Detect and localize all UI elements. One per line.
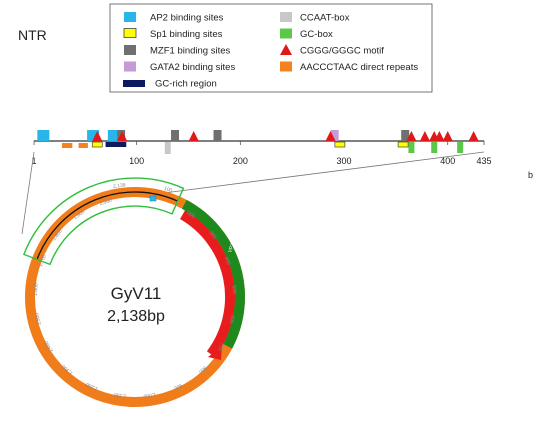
ntr-tick-label-2: 200 bbox=[233, 156, 248, 166]
legend-label-right-1: GC-box bbox=[300, 29, 333, 40]
ntr-tick-label-1: 100 bbox=[129, 156, 144, 166]
legend-swatch-left-2 bbox=[124, 45, 136, 55]
gc-rich-region bbox=[105, 142, 127, 147]
legend-swatch-left-3 bbox=[124, 61, 136, 72]
ring-tick-label-3: 300 bbox=[207, 230, 217, 240]
plasmid-name: GyV11 bbox=[111, 284, 162, 303]
ap2-site-1 bbox=[87, 130, 100, 141]
ring-tick-label-0: 2,138 bbox=[113, 182, 126, 190]
zoom-line-right bbox=[155, 151, 485, 195]
ring-tick-label-1: 100 bbox=[163, 186, 173, 194]
legend-label-left-2: MZF1 binding sites bbox=[150, 46, 231, 57]
vp2-arrow-head bbox=[208, 346, 222, 360]
cggg-motif-9 bbox=[468, 131, 479, 141]
legend-label-right-3: AACCCTAAC direct repeats bbox=[300, 62, 418, 73]
ntr-linear-map: 1 100 200 300 400 435 b bbox=[31, 130, 533, 180]
ring-tick-label-5: 500 bbox=[230, 285, 237, 294]
cggg-motif-8 bbox=[442, 131, 453, 141]
legend-swatch-right-3 bbox=[280, 61, 292, 72]
gc-box-2 bbox=[457, 142, 464, 153]
ring-tick-label-12: 1,200 bbox=[85, 381, 99, 392]
ring-tick-label-17: 1,700 bbox=[38, 254, 48, 268]
ring-tick-label-4: 400 bbox=[223, 256, 232, 266]
legend-swatch-left-0 bbox=[124, 12, 136, 22]
legend-label-left-1: Sp1 binding sites bbox=[150, 29, 223, 40]
ntr-features bbox=[37, 130, 479, 154]
vp3-arc bbox=[181, 199, 245, 349]
legend-swatch-left-4 bbox=[123, 80, 145, 87]
ring-tick-label-7: 700 bbox=[216, 341, 225, 351]
gata2-site-0 bbox=[330, 130, 339, 141]
direct-repeat-0 bbox=[61, 143, 73, 148]
ntr-backbone-arc bbox=[36, 191, 178, 260]
legend-left-column: AP2 binding sites Sp1 binding sites MZF1 b… bbox=[123, 12, 235, 90]
cggg-motif-0 bbox=[92, 131, 103, 141]
direct-repeat-1 bbox=[78, 143, 88, 148]
ring-tick-label-10: 1,000 bbox=[143, 391, 156, 399]
ntr-tick-label-4: 400 bbox=[440, 156, 455, 166]
ccaat-box-0 bbox=[164, 142, 171, 154]
cggg-motif-7 bbox=[434, 131, 445, 141]
legend-swatch-left-1 bbox=[123, 28, 137, 38]
legend: AP2 binding sites Sp1 binding sites MZF1 b… bbox=[109, 3, 433, 93]
gc-box-1 bbox=[431, 142, 438, 153]
mzf1-site-2 bbox=[213, 130, 222, 141]
ring-tick-label-6: 600 bbox=[228, 314, 236, 324]
ring-tick-label-2: 200 bbox=[186, 210, 196, 220]
vp3-label: VP3 bbox=[227, 243, 236, 254]
legend-label-right-2: CGGG/GGGC motif bbox=[300, 46, 384, 57]
ntr-tick-label-5: 435 bbox=[476, 156, 491, 166]
cggg-motif-4 bbox=[406, 131, 417, 141]
legend-label-left-0: AP2 binding sites bbox=[150, 13, 224, 24]
cggg-motif-1 bbox=[117, 131, 128, 141]
ap2-site-0 bbox=[37, 130, 50, 141]
legend-label-left-3: GATA2 binding sites bbox=[150, 62, 235, 73]
legend-right-column: CCAAT-box GC-box CGGG/GGGC motif AACCCTAAC … bbox=[280, 12, 418, 73]
ntr-tick-label-0: 1 bbox=[31, 156, 36, 166]
vp1-label: VP1 bbox=[85, 375, 96, 384]
panel-label: NTR bbox=[18, 27, 47, 43]
legend-label-left-4: GC-rich region bbox=[155, 79, 217, 90]
ntr-highlight-outline bbox=[22, 177, 185, 266]
plasmid-map: 2,138 100 200 300 400 500 600 700 800 900 1,000 1,1… bbox=[22, 177, 245, 407]
vp2-label: VP2 bbox=[187, 229, 197, 240]
ntr-start-marker bbox=[149, 195, 157, 202]
zoom-line-left bbox=[21, 151, 35, 235]
ntr-tick-label-3: 300 bbox=[337, 156, 352, 166]
ring-tick-label-20: 2,000 bbox=[99, 198, 113, 207]
legend-swatch-right-0 bbox=[280, 12, 292, 22]
plasmid-size: 2,138bp bbox=[107, 308, 165, 325]
cggg-motif-2 bbox=[188, 131, 199, 141]
gc-box-0 bbox=[408, 142, 415, 153]
ring-tick-label-15: 1,500 bbox=[34, 312, 43, 326]
legend-swatch-right-2 bbox=[280, 44, 292, 55]
ring-tick-label-9: 900 bbox=[173, 382, 183, 391]
sp1-site-1 bbox=[334, 141, 346, 148]
legend-label-right-0: CCAAT-box bbox=[300, 13, 350, 24]
mzf1-site-3 bbox=[401, 130, 410, 141]
ring-tick-label-11: 1,100 bbox=[113, 391, 126, 399]
sp1-site-2 bbox=[397, 141, 409, 148]
legend-swatch-right-1 bbox=[280, 28, 292, 39]
axis-unit: b bbox=[528, 170, 533, 180]
ring-tick-label-8: 800 bbox=[197, 364, 207, 374]
vp2-arc bbox=[179, 210, 236, 358]
mzf1-site-1 bbox=[171, 130, 180, 141]
cggg-motif-3 bbox=[325, 131, 336, 141]
sp1-site-0 bbox=[91, 141, 103, 148]
ap2-site-2 bbox=[107, 130, 120, 141]
legend-box bbox=[109, 3, 433, 93]
ring-tick-label-16: 1,600 bbox=[33, 283, 40, 296]
cggg-motif-5 bbox=[419, 131, 430, 141]
ring-tick-label-14: 1,400 bbox=[43, 339, 55, 353]
